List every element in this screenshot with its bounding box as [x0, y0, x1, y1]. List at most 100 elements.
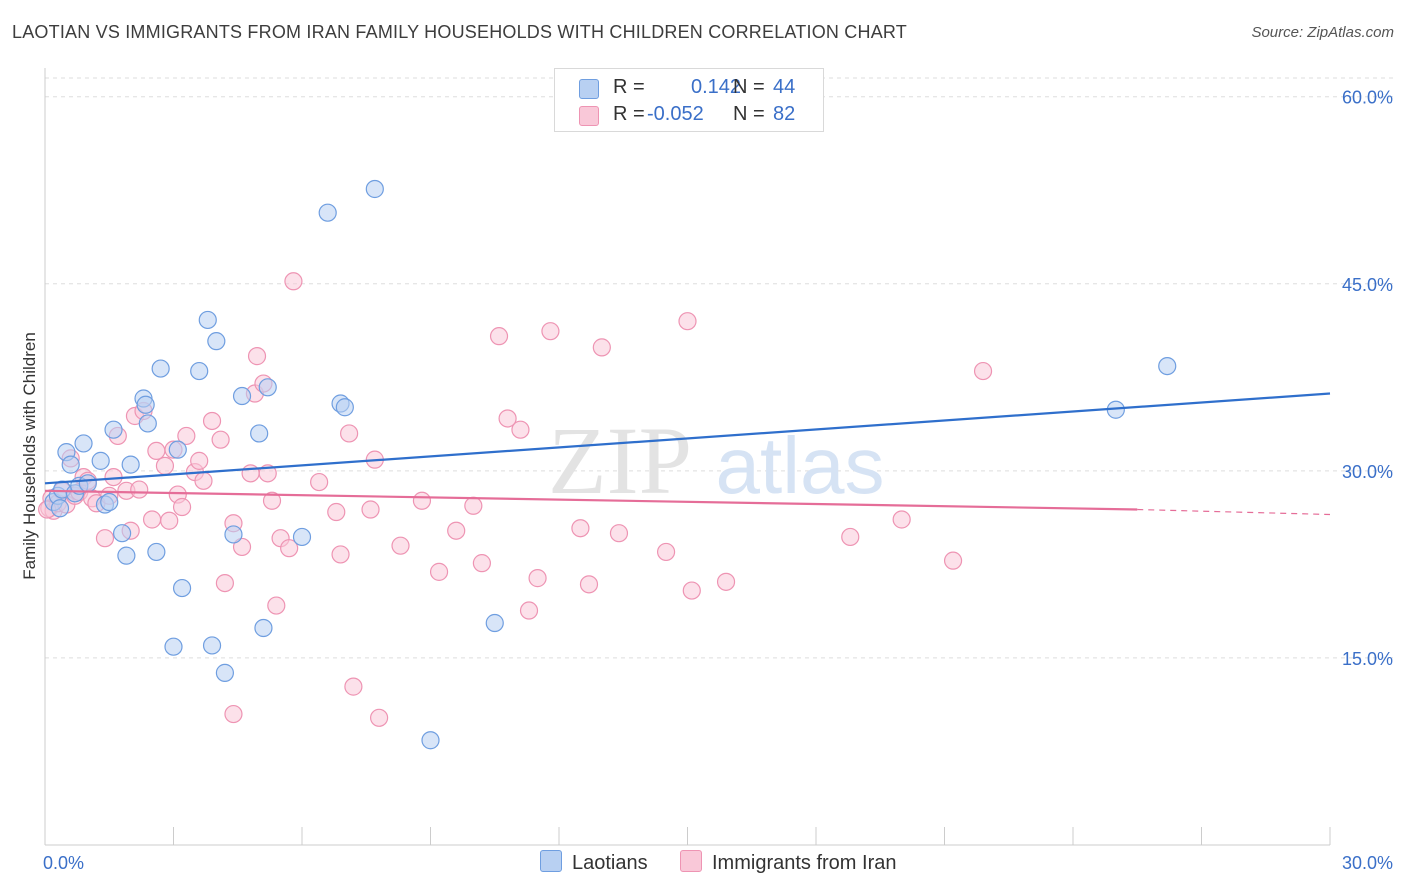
data-point-iran: [489, 327, 509, 346]
bottom-legend-iran: Immigrants from Iran: [680, 850, 896, 875]
data-point-iran: [284, 272, 303, 291]
watermark: ZIP atlas: [548, 407, 884, 514]
bottom-legend-label-iran: Immigrants from Iran: [712, 852, 897, 874]
legend-r-label: R =: [613, 103, 645, 125]
data-point-laotians: [168, 440, 187, 459]
data-point-laotians: [117, 546, 136, 565]
data-point-laotians: [202, 636, 222, 655]
data-point-iran: [682, 581, 701, 600]
data-point-iran: [429, 562, 449, 581]
data-point-iran: [202, 411, 222, 431]
data-point-iran: [943, 551, 963, 570]
data-point-laotians: [215, 663, 234, 682]
data-point-iran: [211, 430, 230, 449]
legend-n-label: N =: [733, 103, 765, 125]
data-point-iran: [344, 677, 363, 696]
trend-line-laotians: [44, 392, 1331, 485]
y-tick-label: 30.0%: [1342, 462, 1393, 482]
data-point-iran: [172, 497, 192, 517]
x-tick-labels: 0.0% 30.0%: [43, 853, 1393, 873]
bottom-legend-swatch-laotians: [540, 850, 562, 872]
x-tick-label: 30.0%: [1342, 853, 1393, 873]
data-point-laotians: [121, 455, 140, 474]
data-point-iran: [412, 491, 432, 510]
data-point-laotians: [258, 378, 277, 397]
data-point-laotians: [164, 637, 183, 656]
data-point-iran: [472, 554, 491, 573]
watermark-atlas: atlas: [716, 421, 885, 510]
data-point-iran: [361, 500, 380, 519]
bottom-legend-label-laotians: Laotians: [572, 852, 648, 874]
grid-lines: [45, 77, 1394, 659]
data-point-laotians: [91, 451, 110, 470]
data-point-iran: [678, 312, 697, 331]
legend-n-label: N =: [733, 76, 765, 98]
data-point-laotians: [485, 613, 504, 633]
data-point-laotians: [136, 395, 155, 414]
data-point-iran: [130, 480, 149, 499]
legend-r-value-iran: -0.052: [647, 103, 704, 125]
bottom-legend-swatch-iran: [680, 850, 702, 872]
legend-row-iran: R = -0.052 N = 82: [555, 101, 823, 129]
y-axis-label: Family Households with Children: [20, 332, 39, 580]
legend-r-value-laotians: 0.142: [691, 76, 742, 98]
data-point-iran: [232, 537, 252, 557]
data-point-iran: [973, 361, 993, 381]
data-point-iran: [177, 426, 196, 446]
data-point-iran: [841, 527, 860, 547]
data-point-laotians: [78, 474, 97, 493]
data-point-iran: [215, 573, 234, 593]
legend-n-value-iran: 82: [773, 103, 796, 125]
data-point-iran: [592, 338, 611, 357]
data-point-iran: [541, 322, 560, 341]
data-point-laotians: [151, 359, 170, 378]
data-point-iran: [147, 441, 166, 460]
data-point-laotians: [100, 492, 119, 512]
data-point-iran: [280, 539, 299, 558]
data-point-laotians: [50, 499, 70, 518]
data-point-iran: [155, 456, 175, 475]
data-point-laotians: [104, 420, 123, 439]
data-point-laotians: [172, 578, 192, 598]
legend-n-value-laotians: 44: [773, 76, 796, 98]
chart-title: LAOTIAN VS IMMIGRANTS FROM IRAN FAMILY H…: [12, 22, 907, 42]
data-point-laotians: [1158, 356, 1177, 376]
x-tick-label: 0.0%: [43, 853, 84, 873]
data-point-laotians: [318, 203, 337, 222]
data-point-laotians: [232, 386, 252, 406]
data-point-laotians: [250, 424, 269, 443]
data-point-laotians: [61, 455, 80, 474]
data-point-iran: [247, 347, 267, 366]
data-point-laotians: [147, 542, 166, 562]
data-point-iran: [241, 464, 260, 483]
data-point-iran: [892, 510, 911, 529]
data-point-laotians: [138, 414, 157, 433]
source-credit: Source: ZipAtlas.com: [1251, 24, 1394, 41]
data-point-laotians: [365, 179, 384, 199]
trend-lines: [44, 392, 1331, 516]
data-point-iran: [498, 409, 517, 428]
data-point-laotians: [292, 527, 312, 547]
data-point-iran: [511, 420, 530, 439]
data-point-iran: [160, 511, 179, 530]
data-point-iran: [609, 524, 629, 543]
data-point-iran: [142, 510, 162, 529]
data-point-iran: [579, 575, 599, 594]
data-point-iran: [716, 572, 736, 591]
data-point-iran: [528, 569, 547, 588]
y-tick-label: 15.0%: [1342, 649, 1393, 669]
bottom-legend-laotians: Laotians: [540, 850, 648, 875]
y-tick-label: 60.0%: [1342, 88, 1393, 108]
y-tick-label: 45.0%: [1342, 275, 1393, 295]
data-point-iran: [519, 601, 539, 620]
data-point-iran: [340, 424, 359, 443]
data-point-iran: [331, 545, 350, 564]
data-point-laotians: [207, 332, 226, 351]
trend-line-iran: [44, 489, 1138, 511]
data-point-iran: [370, 708, 389, 727]
data-point-laotians: [198, 310, 217, 330]
correlation-legend: R = 0.142 N = 44 R = -0.052 N = 82: [554, 68, 824, 132]
data-point-iran: [656, 542, 676, 562]
axes: [44, 68, 1331, 846]
